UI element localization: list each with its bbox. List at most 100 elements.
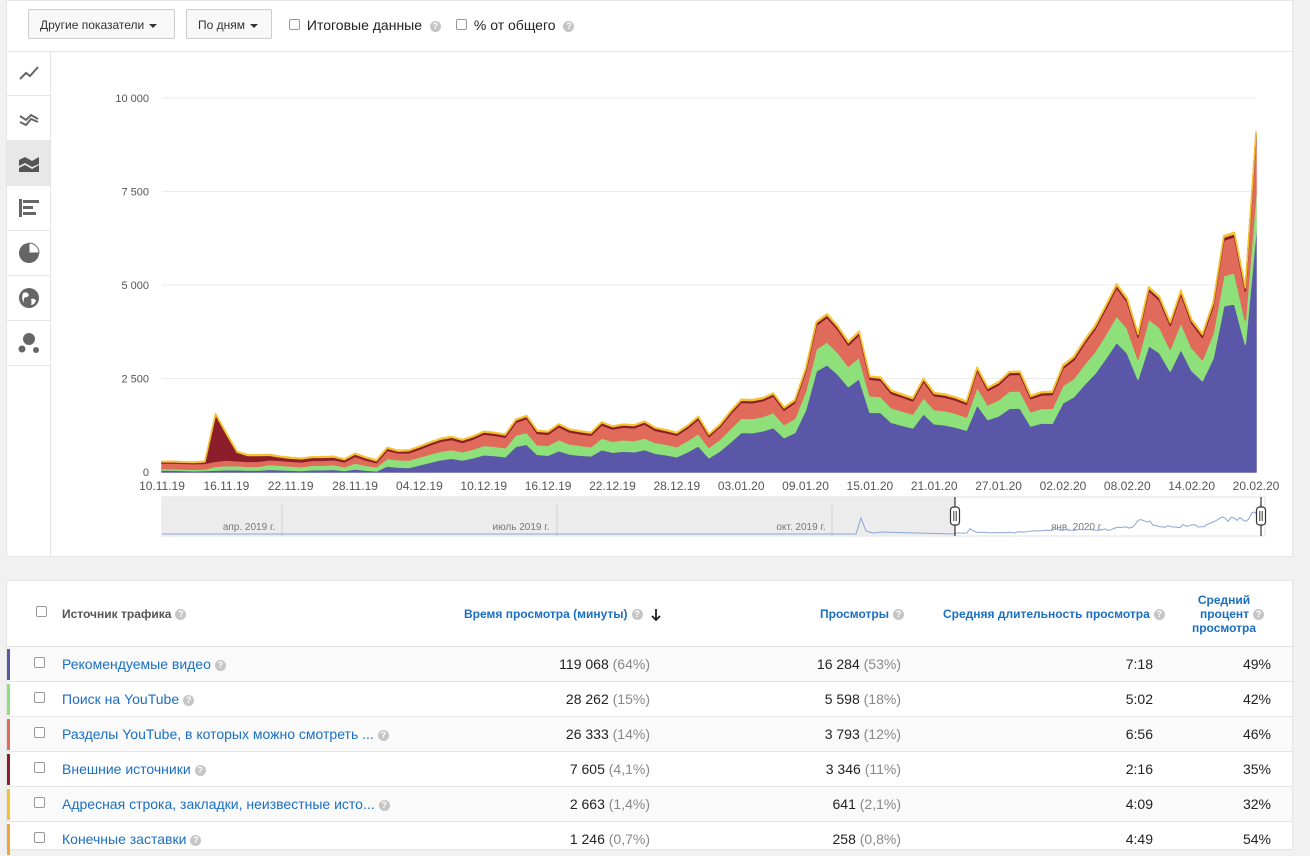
x-tick-label: 16.12.19 <box>525 479 572 493</box>
stacked-area-chart-icon <box>18 157 39 172</box>
percent-option: % от общего ? <box>456 17 575 33</box>
x-tick-label: 14.02.20 <box>1168 479 1215 493</box>
source-link[interactable]: Адресная строка, закладки, неизвестные и… <box>62 796 390 812</box>
help-icon[interactable]: ? <box>183 694 195 706</box>
avg-percent-cell: 32% <box>1242 796 1271 812</box>
avg-duration-cell: 2:16 <box>1125 761 1153 777</box>
x-tick-label: 10.12.19 <box>460 479 507 493</box>
row-checkbox[interactable] <box>34 727 45 738</box>
pie-chart-button[interactable] <box>7 231 50 276</box>
row-checkbox[interactable] <box>34 762 45 773</box>
timeline-label: апр. 2019 г. <box>223 522 275 533</box>
period-dropdown[interactable]: По дням <box>186 9 272 39</box>
watch-time-cell: 1 246 (0,7%) <box>569 831 650 847</box>
bubble-chart-button[interactable] <box>7 321 50 366</box>
line-chart-icon <box>18 66 39 80</box>
views-cell: 3 346 (11%) <box>825 761 901 777</box>
stacked-area-chart: 0 2 500 5 000 7 500 10 000 10.11.19 16.11.19 2… <box>115 93 1280 537</box>
row-checkbox[interactable] <box>34 657 45 668</box>
table-row[interactable]: Разделы YouTube, в которых можно смотрет… <box>7 716 1292 751</box>
traffic-table: Источник трафика? Время просмотра (минут… <box>6 580 1293 855</box>
percent-label: % от общего <box>473 17 556 33</box>
x-tick-label: 28.11.19 <box>332 479 378 493</box>
help-icon[interactable]: ? <box>893 609 905 621</box>
avg-duration-cell: 4:49 <box>1125 831 1153 847</box>
avg-percent-cell: 42% <box>1242 691 1271 707</box>
source-link[interactable]: Конечные заставки? <box>62 831 202 847</box>
help-icon[interactable]: ? <box>1153 609 1165 621</box>
multi-line-chart-button[interactable] <box>7 96 50 141</box>
help-icon[interactable]: ? <box>631 609 643 621</box>
totals-checkbox[interactable] <box>289 18 300 30</box>
table-row[interactable]: Поиск на YouTube? 28 262 (15%) 5 598 (18%)… <box>7 681 1292 716</box>
table-row[interactable]: Рекомендуемые видео? 119 068 (64%) 16 284 … <box>7 646 1292 681</box>
series-color-bar <box>7 684 10 715</box>
avg-percent-cell: 35% <box>1242 761 1271 777</box>
help-icon[interactable]: ? <box>429 20 441 32</box>
avg-duration-header[interactable]: Средняя длительность просмотра? <box>943 607 1165 621</box>
x-tick-label: 10.11.19 <box>139 479 185 493</box>
y-tick-label: 7 500 <box>121 187 149 199</box>
x-tick-label: 21.01.20 <box>911 479 958 493</box>
range-end-handle[interactable] <box>1255 506 1267 526</box>
table-row[interactable]: Внешние источники? 7 605 (4,1%) 3 346 (11%… <box>7 751 1292 786</box>
help-icon[interactable]: ? <box>377 729 389 741</box>
pie-chart-icon <box>18 242 40 263</box>
avg-duration-cell: 7:18 <box>1125 656 1153 672</box>
avg-percent-header[interactable]: Средний процент? просмотра <box>1187 593 1277 635</box>
series-color-bar <box>7 719 10 750</box>
source-header[interactable]: Источник трафика? <box>62 607 187 621</box>
views-header[interactable]: Просмотры? <box>820 607 905 621</box>
totals-option: Итоговые данные ? <box>289 17 441 33</box>
views-cell: 641 (2,1%) <box>832 796 901 812</box>
timeline-shade <box>162 497 955 536</box>
x-tick-label: 09.01.20 <box>782 479 829 493</box>
source-link[interactable]: Внешние источники? <box>62 761 206 777</box>
source-link[interactable]: Поиск на YouTube? <box>62 691 195 707</box>
period-dropdown-label: По дням <box>198 18 246 32</box>
source-link[interactable]: Рекомендуемые видео? <box>62 656 226 672</box>
avg-percent-cell: 46% <box>1242 726 1271 742</box>
help-icon[interactable]: ? <box>1253 609 1265 621</box>
row-checkbox[interactable] <box>34 832 45 843</box>
help-icon[interactable]: ? <box>378 799 390 811</box>
source-link[interactable]: Разделы YouTube, в которых можно смотрет… <box>62 726 389 742</box>
metrics-dropdown-label: Другие показатели <box>40 18 145 32</box>
timeline-mini-line <box>162 502 1262 535</box>
y-tick-label: 0 <box>143 467 149 479</box>
y-tick-label: 5 000 <box>121 280 149 292</box>
bubble-chart-icon <box>18 333 39 353</box>
row-checkbox[interactable] <box>34 797 45 808</box>
avg-percent-header-line3: просмотра <box>1191 621 1257 635</box>
metrics-dropdown[interactable]: Другие показатели <box>28 9 175 39</box>
help-icon[interactable]: ? <box>190 834 202 846</box>
watch-time-header[interactable]: Время просмотра (минуты)? <box>464 607 662 622</box>
table-row[interactable]: Адресная строка, закладки, неизвестные и… <box>7 786 1292 821</box>
x-tick-label: 28.12.19 <box>653 479 700 493</box>
range-start-handle[interactable] <box>949 506 961 526</box>
views-cell: 16 284 (53%) <box>816 656 901 672</box>
help-icon[interactable]: ? <box>214 659 226 671</box>
stacked-area-chart-button[interactable] <box>7 141 50 186</box>
x-tick-label: 22.11.19 <box>268 479 314 493</box>
views-cell: 258 (0,8%) <box>832 831 901 847</box>
y-tick-label: 2 500 <box>121 374 149 386</box>
watch-time-cell: 2 663 (1,4%) <box>569 796 650 812</box>
percent-checkbox[interactable] <box>456 18 467 30</box>
help-icon[interactable]: ? <box>175 609 187 621</box>
map-button[interactable] <box>7 276 50 321</box>
area-series-4 <box>161 131 1257 464</box>
watch-time-cell: 26 333 (14%) <box>565 726 650 742</box>
line-chart-button[interactable] <box>7 51 50 96</box>
x-tick-label: 27.01.20 <box>975 479 1022 493</box>
chevron-down-icon <box>149 23 158 28</box>
help-icon[interactable]: ? <box>563 20 575 32</box>
watch-time-cell: 7 605 (4,1%) <box>569 761 650 777</box>
help-icon[interactable]: ? <box>194 764 206 776</box>
avg-percent-cell: 49% <box>1242 656 1271 672</box>
globe-icon <box>18 288 39 308</box>
select-all-checkbox[interactable] <box>36 606 47 617</box>
row-checkbox[interactable] <box>34 692 45 703</box>
bar-chart-button[interactable] <box>7 186 50 231</box>
views-header-label: Просмотры <box>820 607 890 621</box>
